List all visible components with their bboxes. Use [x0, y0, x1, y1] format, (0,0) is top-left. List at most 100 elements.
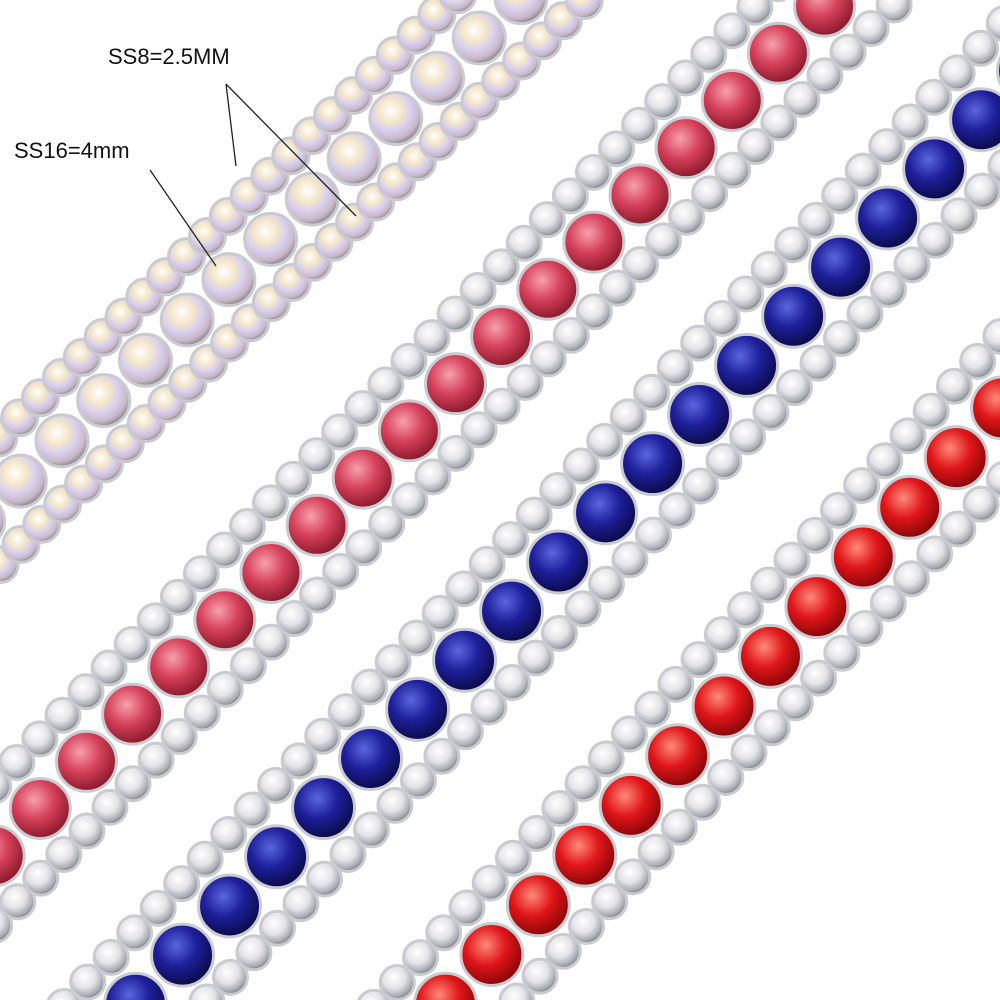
rhinestone — [658, 492, 696, 530]
rhinestone — [962, 485, 1000, 523]
rhinestone — [391, 482, 429, 520]
rhinestone — [645, 222, 683, 260]
rhinestone — [468, 545, 506, 583]
rhinestone — [823, 634, 861, 672]
rhinestone — [327, 693, 365, 731]
rhinestone — [796, 516, 834, 554]
size-label: SS16=4mm — [14, 138, 130, 163]
rhinestone — [526, 529, 592, 595]
rhinestone — [620, 431, 686, 497]
rhinestone — [680, 324, 718, 362]
rhinestone — [587, 740, 625, 778]
rhinestone — [985, 5, 1000, 42]
rhinestone — [806, 57, 844, 95]
rhinestone — [959, 342, 997, 380]
rhinestone — [746, 21, 810, 85]
rhinestone — [797, 201, 835, 239]
rhinestone — [470, 688, 508, 726]
rhinestone — [357, 988, 392, 1000]
rhinestone — [753, 709, 791, 747]
rhinestone — [446, 713, 484, 751]
rhinestone — [935, 367, 973, 405]
rhinestone — [987, 149, 1000, 185]
rhinestone — [591, 883, 629, 921]
rhinestone — [970, 375, 1000, 441]
rhinestone — [727, 275, 765, 313]
rhinestone — [551, 177, 589, 215]
rhinestone — [564, 590, 602, 628]
rhinestone — [562, 210, 626, 274]
rhinestone — [912, 392, 950, 430]
rhinestone — [413, 319, 451, 357]
rhinestone — [541, 790, 579, 828]
rhinestone — [378, 963, 416, 1000]
rhinestone — [598, 772, 664, 838]
rhinestone — [819, 491, 857, 529]
rhinestone — [587, 565, 625, 603]
rhinestone — [829, 33, 867, 71]
rhinestone — [367, 366, 405, 404]
rhinestone — [68, 812, 106, 850]
rhinestone — [44, 696, 82, 734]
rhinestone — [368, 91, 424, 147]
rhinestone — [866, 442, 904, 480]
rhinestone — [573, 480, 639, 546]
rhinestone — [736, 0, 774, 26]
rhinestone — [211, 958, 249, 996]
rhinestone — [402, 939, 440, 977]
rhinestone — [163, 865, 201, 903]
rhinestone — [916, 535, 954, 573]
rhinestone — [321, 413, 359, 451]
rhinestone — [855, 185, 921, 251]
rhinestone — [962, 29, 1000, 67]
rhinestone — [399, 762, 437, 800]
rhinestone — [892, 560, 930, 598]
rhinestone — [233, 791, 271, 829]
rhinestone — [597, 130, 635, 168]
rhinestone — [515, 496, 553, 534]
rhinestone — [136, 602, 174, 640]
rhinestone — [91, 788, 129, 826]
rhinestone — [575, 293, 613, 331]
rhinestone — [0, 743, 36, 781]
rhinestone — [410, 50, 466, 106]
rhinestone — [552, 316, 590, 354]
rhinestone — [654, 116, 718, 180]
rhinestone — [877, 474, 943, 540]
rhinestone — [139, 889, 177, 927]
rhinestone — [668, 198, 706, 236]
rhinestone — [147, 635, 211, 699]
rhinestone — [728, 418, 766, 456]
rhinestone — [0, 883, 37, 921]
rhinestone — [916, 221, 954, 259]
rhinestone — [22, 859, 60, 897]
rhinestone — [949, 87, 1000, 153]
rhinestone — [714, 332, 780, 398]
rhinestone — [684, 783, 722, 821]
rhinestone — [713, 12, 751, 50]
rhinestone — [528, 201, 566, 239]
rhinestone — [518, 814, 556, 852]
rhinestone — [938, 54, 976, 92]
rhinestone — [773, 541, 811, 579]
rhinestone — [243, 211, 299, 267]
rhinestone — [113, 625, 151, 663]
rhinestone — [822, 320, 860, 358]
rhinestone — [793, 0, 857, 38]
rhinestone — [645, 723, 711, 789]
rhinestone — [634, 516, 672, 554]
rhinestone — [257, 766, 295, 804]
rhinestone — [940, 197, 978, 235]
rhinestone — [8, 777, 72, 841]
rhinestone — [390, 342, 428, 380]
rhinestone — [505, 872, 571, 938]
rhinestone — [471, 864, 509, 902]
rhinestone — [0, 824, 26, 887]
rhinestone — [282, 885, 320, 923]
rhinestone — [760, 104, 798, 142]
rhinestone — [351, 668, 389, 706]
rhinestone — [498, 982, 536, 1000]
rhinestone — [680, 640, 718, 678]
rhinestone — [939, 510, 977, 548]
